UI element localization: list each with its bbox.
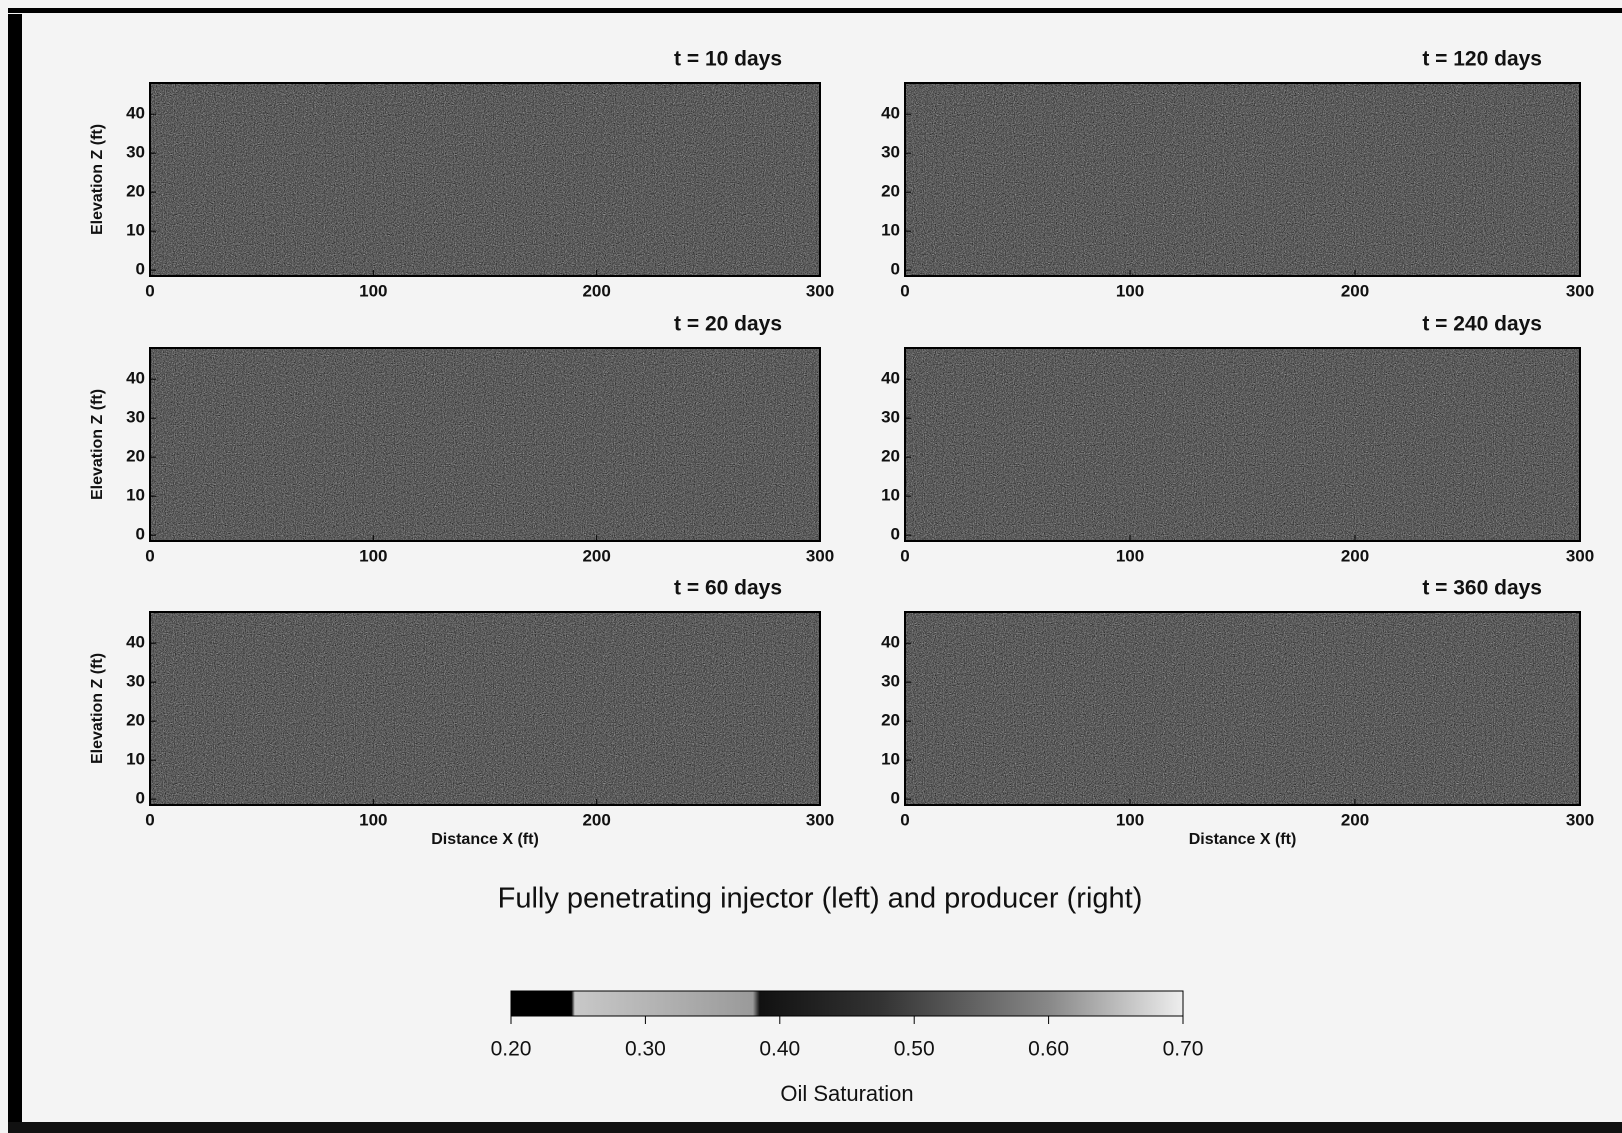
- y-tick-label: 20: [126, 447, 145, 466]
- y-tick-label: 0: [891, 260, 900, 279]
- colorbar-tick-label: 0.50: [894, 1038, 935, 1061]
- colorbar-tick-label: 0.40: [759, 1038, 800, 1061]
- x-tick-label: 100: [359, 281, 387, 300]
- colorbar-tick-label: 0.20: [491, 1038, 532, 1061]
- y-tick-label: 30: [881, 408, 900, 427]
- y-tick-label: 30: [126, 672, 145, 691]
- plot-frame: [149, 82, 821, 277]
- y-tick-label: 40: [881, 633, 900, 652]
- colorbar-tick-label: 0.30: [625, 1038, 666, 1061]
- plot-frame: [904, 611, 1581, 806]
- x-tick-label: 200: [1341, 546, 1369, 565]
- x-tick-label: 200: [1341, 810, 1369, 829]
- saturation-field: [150, 612, 820, 805]
- x-tick-label: 100: [1116, 810, 1144, 829]
- y-tick-label: 30: [881, 143, 900, 162]
- y-tick-label: 10: [881, 750, 900, 769]
- y-tick-label: 40: [126, 633, 145, 652]
- panel-title: t = 360 days: [1422, 577, 1542, 600]
- border-bottom: [8, 1122, 1622, 1133]
- y-tick-label: 40: [881, 104, 900, 123]
- y-tick-label: 10: [881, 221, 900, 240]
- x-tick-label: 0: [900, 546, 909, 565]
- panel-title: t = 20 days: [674, 313, 782, 336]
- y-tick-label: 40: [126, 104, 145, 123]
- x-tick-label: 300: [806, 810, 834, 829]
- x-tick-label: 0: [145, 281, 154, 300]
- x-tick-label: 100: [1116, 281, 1144, 300]
- y-tick-label: 10: [126, 221, 145, 240]
- y-tick-label: 30: [126, 143, 145, 162]
- panel-title: t = 120 days: [1422, 48, 1542, 71]
- panel-title: t = 10 days: [674, 48, 782, 71]
- panel-title: t = 60 days: [674, 577, 782, 600]
- y-tick-label: 0: [891, 789, 900, 808]
- y-tick-label: 40: [881, 369, 900, 388]
- y-tick-label: 20: [881, 447, 900, 466]
- colorbar-tick-label: 0.70: [1163, 1038, 1204, 1061]
- colorbar-tick-label: 0.60: [1028, 1038, 1069, 1061]
- y-tick-label: 40: [126, 369, 145, 388]
- x-tick-label: 200: [582, 281, 610, 300]
- x-tick-label: 300: [806, 281, 834, 300]
- y-tick-label: 20: [881, 711, 900, 730]
- y-tick-label: 10: [126, 750, 145, 769]
- y-tick-label: 0: [136, 260, 145, 279]
- x-tick-label: 300: [1566, 546, 1594, 565]
- y-tick-label: 0: [136, 525, 145, 544]
- x-tick-label: 300: [1566, 810, 1594, 829]
- y-tick-label: 10: [126, 486, 145, 505]
- x-tick-label: 0: [145, 546, 154, 565]
- y-axis-label: Elevation Z (ft): [89, 653, 106, 764]
- colorbar-label: Oil Saturation: [780, 1081, 913, 1106]
- plot-frame: [904, 347, 1581, 542]
- saturation-field: [905, 612, 1580, 805]
- colorbar: [510, 990, 1184, 1017]
- x-tick-label: 0: [900, 810, 909, 829]
- plot-frame: [149, 611, 821, 806]
- saturation-field: [150, 83, 820, 276]
- x-tick-label: 0: [900, 281, 909, 300]
- y-tick-label: 0: [136, 789, 145, 808]
- saturation-field: [150, 348, 820, 541]
- plot-frame: [904, 82, 1581, 277]
- saturation-field: [905, 83, 1580, 276]
- x-tick-label: 300: [1566, 281, 1594, 300]
- y-tick-label: 20: [881, 182, 900, 201]
- y-tick-label: 0: [891, 525, 900, 544]
- x-axis-label: Distance X (ft): [1189, 831, 1297, 848]
- x-tick-label: 300: [806, 546, 834, 565]
- x-axis-label: Distance X (ft): [431, 831, 539, 848]
- border-top: [8, 8, 1622, 13]
- y-tick-label: 20: [126, 182, 145, 201]
- y-tick-label: 20: [126, 711, 145, 730]
- x-tick-label: 200: [1341, 281, 1369, 300]
- y-tick-label: 30: [881, 672, 900, 691]
- x-tick-label: 0: [145, 810, 154, 829]
- x-tick-label: 200: [582, 810, 610, 829]
- x-tick-label: 100: [359, 546, 387, 565]
- x-tick-label: 100: [359, 810, 387, 829]
- y-axis-label: Elevation Z (ft): [89, 389, 106, 500]
- y-tick-label: 10: [881, 486, 900, 505]
- caption: Fully penetrating injector (left) and pr…: [498, 883, 1143, 915]
- x-tick-label: 200: [582, 546, 610, 565]
- y-tick-label: 30: [126, 408, 145, 427]
- panel-title: t = 240 days: [1422, 313, 1542, 336]
- y-axis-label: Elevation Z (ft): [89, 124, 106, 235]
- x-tick-label: 100: [1116, 546, 1144, 565]
- plot-frame: [149, 347, 821, 542]
- border-left: [8, 14, 22, 1129]
- saturation-field: [905, 348, 1580, 541]
